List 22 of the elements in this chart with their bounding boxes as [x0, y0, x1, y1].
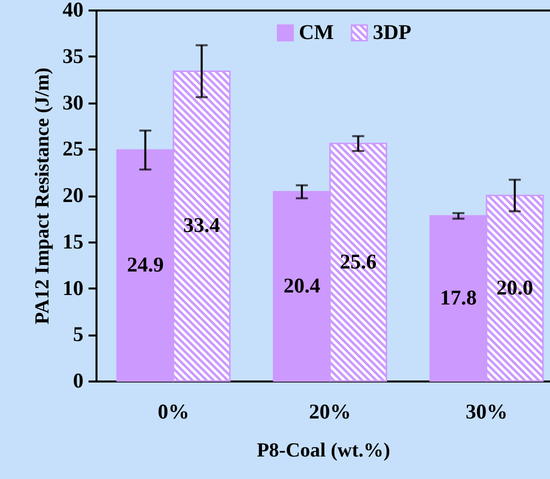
- data-label: 25.6: [340, 249, 377, 274]
- data-label: 24.9: [126, 252, 164, 277]
- legend-label: CM: [298, 20, 334, 44]
- legend-label: 3DP: [372, 20, 412, 44]
- data-label: 17.8: [440, 285, 477, 310]
- y-tick-label: 40: [62, 0, 84, 22]
- y-tick-label: 0: [73, 368, 84, 392]
- x-tick-label: 0%: [158, 400, 190, 424]
- y-tick-label: 20: [62, 183, 84, 207]
- y-tick-label: 15: [62, 229, 84, 254]
- y-tick-label: 25: [62, 136, 84, 161]
- data-label: 33.4: [183, 213, 221, 238]
- data-label: 20.0: [496, 275, 534, 300]
- y-axis-title: PA12 Impact Resistance (J/m): [32, 68, 54, 324]
- y-tick-label: 10: [62, 276, 84, 300]
- y-tick-label: 30: [62, 90, 84, 114]
- x-axis-title: P8-Coal (wt.%): [256, 440, 390, 462]
- x-tick-label: 20%: [309, 400, 352, 424]
- x-tick-label: 30%: [466, 400, 508, 424]
- y-tick-label: 5: [73, 322, 84, 346]
- y-tick-label: 35: [62, 44, 84, 68]
- data-label: 20.4: [283, 273, 321, 298]
